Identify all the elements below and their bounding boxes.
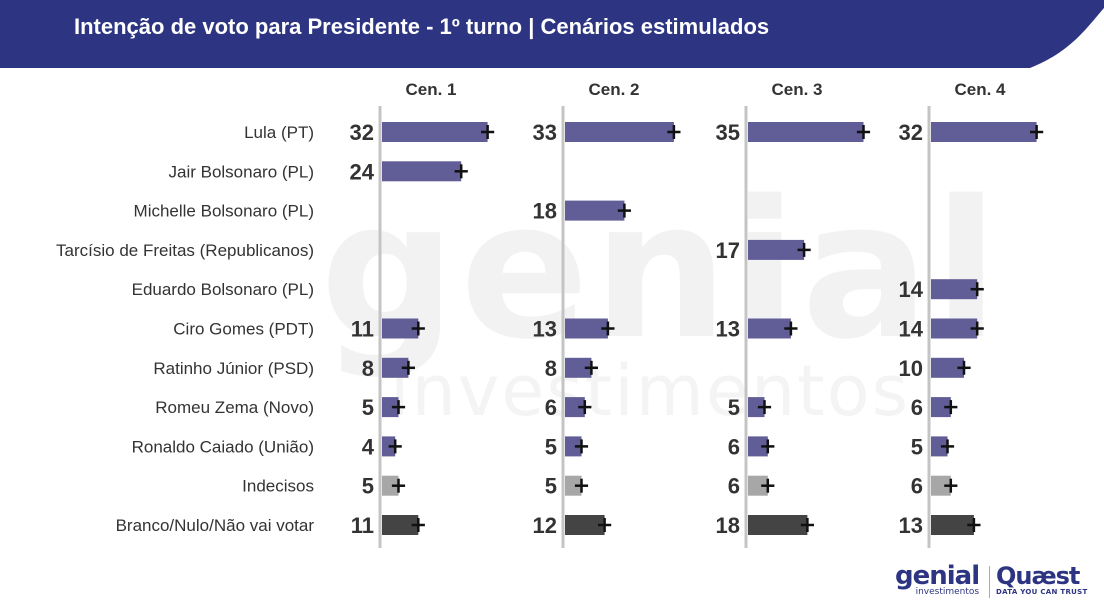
header-shape xyxy=(0,0,1104,68)
bar xyxy=(565,357,592,378)
logo-divider xyxy=(989,566,990,598)
value-label: 5 xyxy=(362,395,374,420)
quaest-logo-text: Quæst xyxy=(996,562,1080,590)
category-label: Romeu Zema (Novo) xyxy=(155,398,314,417)
value-label: 12 xyxy=(533,513,557,538)
quaest-logo: Quæst DATA YOU CAN TRUST xyxy=(996,562,1088,596)
bar xyxy=(931,279,978,300)
value-label: 14 xyxy=(899,277,924,302)
value-label: 4 xyxy=(362,434,375,459)
value-label: 6 xyxy=(728,474,740,499)
value-label: 6 xyxy=(911,395,923,420)
value-label: 17 xyxy=(716,238,740,263)
value-label: 32 xyxy=(899,120,923,145)
bar xyxy=(748,122,864,142)
bar xyxy=(748,318,791,339)
footer-logos: genial investimentos Quæst DATA YOU CAN … xyxy=(895,562,1095,607)
bar xyxy=(565,515,605,535)
bar xyxy=(565,200,625,221)
value-label: 13 xyxy=(899,513,923,538)
value-label: 24 xyxy=(350,159,375,184)
category-label: Ronaldo Caiado (União) xyxy=(132,437,314,456)
value-label: 11 xyxy=(351,317,374,342)
bar xyxy=(565,318,608,339)
bar xyxy=(565,122,674,142)
bar xyxy=(382,161,462,182)
category-label: Branco/Nulo/Não vai votar xyxy=(116,516,315,535)
header-banner: Intenção de voto para Presidente - 1º tu… xyxy=(0,0,1104,68)
bar xyxy=(931,357,964,378)
category-label: Tarcísio de Freitas (Republicanos) xyxy=(56,241,314,260)
value-label: 18 xyxy=(533,199,557,224)
scenario-header: Cen. 1 xyxy=(405,80,456,99)
bar xyxy=(748,239,805,260)
value-label: 6 xyxy=(911,474,923,499)
value-label: 18 xyxy=(716,513,740,538)
value-label: 13 xyxy=(533,317,557,342)
scenario-header: Cen. 3 xyxy=(771,80,822,99)
scenario-header: Cen. 2 xyxy=(588,80,639,99)
bar xyxy=(931,122,1037,142)
bar xyxy=(931,436,948,457)
value-label: 5 xyxy=(545,474,557,499)
value-label: 6 xyxy=(545,395,557,420)
genial-logo-subtext: investimentos xyxy=(915,587,980,597)
bar xyxy=(565,475,582,496)
category-label: Michelle Bolsonaro (PL) xyxy=(134,202,314,221)
category-label: Indecisos xyxy=(242,477,314,496)
value-label: 13 xyxy=(716,317,740,342)
value-label: 5 xyxy=(911,434,923,459)
bar xyxy=(382,397,399,418)
value-label: 5 xyxy=(362,474,374,499)
bar xyxy=(382,515,419,535)
category-label: Lula (PT) xyxy=(244,123,314,142)
value-label: 32 xyxy=(350,120,374,145)
genial-logo: genial investimentos xyxy=(895,561,980,597)
bar xyxy=(748,475,768,496)
value-label: 14 xyxy=(899,317,924,342)
quaest-logo-subtext: DATA YOU CAN TRUST xyxy=(996,588,1088,596)
scenario-header: Cen. 4 xyxy=(954,80,1006,99)
bar xyxy=(748,397,765,418)
value-label: 6 xyxy=(728,434,740,459)
bar xyxy=(565,397,585,418)
bar xyxy=(931,318,978,339)
value-label: 35 xyxy=(716,120,740,145)
value-label: 33 xyxy=(533,120,557,145)
bar xyxy=(931,475,951,496)
bar xyxy=(382,318,419,339)
value-label: 10 xyxy=(899,356,923,381)
value-label: 5 xyxy=(545,434,557,459)
bar xyxy=(931,397,951,418)
bar xyxy=(382,122,488,142)
category-label: Eduardo Bolsonaro (PL) xyxy=(132,280,314,299)
bar xyxy=(565,436,582,457)
value-label: 5 xyxy=(728,395,740,420)
value-label: 8 xyxy=(362,356,374,381)
category-label: Jair Bolsonaro (PL) xyxy=(168,162,314,181)
genial-logo-text: genial xyxy=(895,561,980,591)
bar xyxy=(382,475,399,496)
category-label: Ratinho Júnior (PSD) xyxy=(153,359,314,378)
value-label: 11 xyxy=(351,513,374,538)
value-label: 8 xyxy=(545,356,557,381)
bar xyxy=(748,515,808,535)
page-title: Intenção de voto para Presidente - 1º tu… xyxy=(74,14,770,39)
category-label: Ciro Gomes (PDT) xyxy=(173,320,314,339)
bar xyxy=(748,436,768,457)
bar xyxy=(931,515,974,535)
bar xyxy=(382,357,409,378)
